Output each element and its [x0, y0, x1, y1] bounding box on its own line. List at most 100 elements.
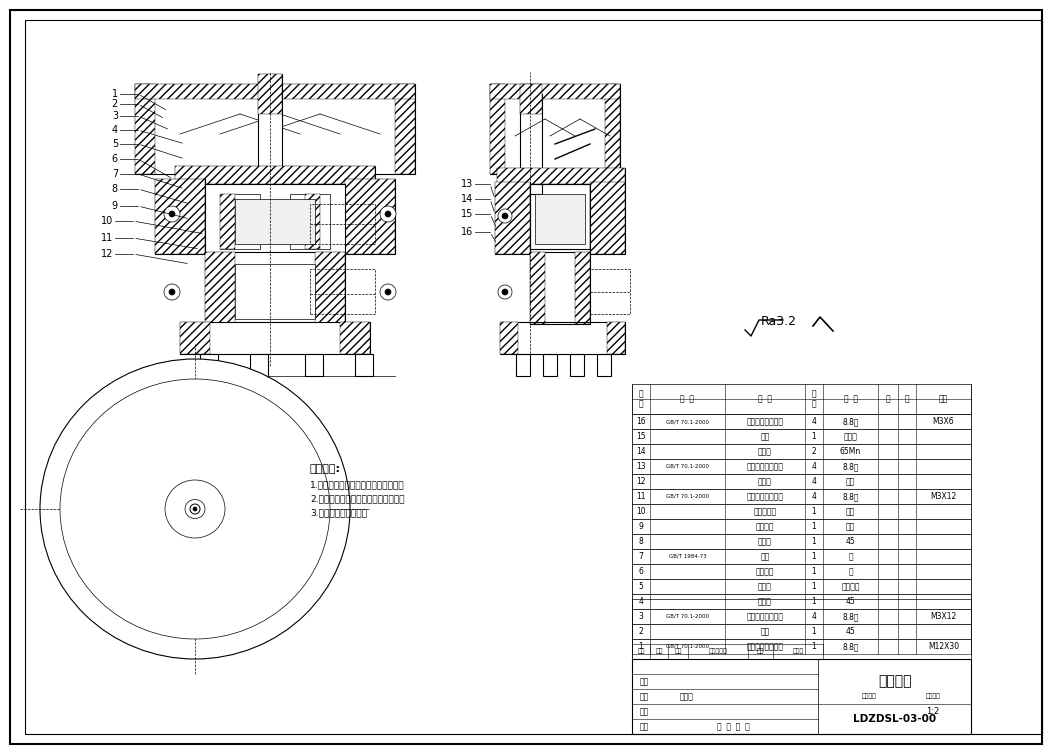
Circle shape [498, 209, 512, 223]
Circle shape [169, 211, 175, 217]
Bar [590, 182, 625, 254]
Circle shape [380, 284, 396, 300]
Circle shape [502, 213, 508, 219]
Circle shape [169, 289, 175, 295]
Text: 分区: 分区 [674, 648, 682, 654]
Bar [570, 354, 584, 376]
Bar [258, 74, 282, 114]
Circle shape [190, 504, 200, 514]
Bar [205, 184, 345, 254]
Bar [596, 354, 611, 376]
Text: 4: 4 [639, 597, 644, 606]
Text: 纯铁: 纯铁 [846, 507, 855, 516]
Text: GB/T 70.1-2000: GB/T 70.1-2000 [666, 614, 709, 619]
Text: 8.8级: 8.8级 [843, 642, 858, 651]
Text: 审核: 审核 [640, 707, 649, 716]
Bar [135, 84, 414, 99]
Text: 45: 45 [846, 627, 855, 636]
Bar [520, 94, 542, 194]
Text: 7: 7 [112, 169, 118, 179]
Bar [495, 182, 530, 254]
Text: 13: 13 [636, 462, 646, 471]
Bar [632, 609, 971, 624]
Text: 8.8级: 8.8级 [843, 492, 858, 501]
Ellipse shape [60, 379, 330, 639]
Circle shape [498, 285, 512, 299]
Text: 隔磁环: 隔磁环 [758, 582, 772, 591]
Bar [575, 252, 590, 324]
Text: 12: 12 [636, 477, 646, 486]
Bar [530, 184, 590, 249]
Text: 内六角圆柱头螺钉: 内六角圆柱头螺钉 [747, 642, 784, 651]
Bar [175, 166, 375, 184]
Circle shape [164, 206, 180, 222]
Text: 圆台: 圆台 [761, 627, 770, 636]
Text: 8.8级: 8.8级 [843, 612, 858, 621]
Text: 振动装置: 振动装置 [878, 675, 911, 688]
Text: 1: 1 [812, 507, 816, 516]
Text: 10: 10 [101, 216, 113, 226]
Bar [175, 166, 375, 184]
Text: 8: 8 [112, 184, 118, 194]
Bar [607, 322, 625, 354]
Circle shape [502, 289, 508, 295]
Text: 5: 5 [112, 139, 118, 149]
Text: 4: 4 [811, 477, 816, 486]
Text: 电磁铁芯: 电磁铁芯 [755, 522, 774, 531]
Text: 16: 16 [636, 417, 646, 426]
Text: M3X6: M3X6 [933, 417, 954, 426]
Text: 14: 14 [636, 447, 646, 456]
Text: 16: 16 [461, 227, 473, 237]
Bar [235, 199, 315, 244]
Text: 1: 1 [812, 537, 816, 546]
Bar [155, 179, 205, 254]
Text: 技术要求:: 技术要求: [310, 464, 341, 474]
Text: 45: 45 [846, 537, 855, 546]
Bar [500, 322, 625, 354]
Bar [632, 489, 971, 504]
Bar [205, 252, 235, 324]
Text: 铁: 铁 [848, 567, 853, 576]
Bar [632, 579, 971, 594]
Text: 6: 6 [112, 154, 118, 164]
Text: 签名: 签名 [756, 648, 764, 654]
Bar [495, 182, 530, 254]
Text: 1: 1 [812, 567, 816, 576]
Bar [632, 564, 971, 579]
Bar [497, 168, 625, 184]
Bar [220, 194, 235, 249]
Text: 年月日: 年月日 [792, 648, 804, 654]
Text: 内六角圆柱头螺钉: 内六角圆柱头螺钉 [747, 492, 784, 501]
Text: 5: 5 [639, 582, 644, 591]
Text: 1: 1 [812, 522, 816, 531]
Text: 1: 1 [812, 432, 816, 441]
Text: 4: 4 [811, 612, 816, 621]
Bar [180, 322, 210, 354]
Bar [135, 84, 155, 174]
Bar [590, 182, 625, 254]
Bar [632, 639, 971, 654]
Text: 标记: 标记 [638, 648, 645, 654]
Text: M12X30: M12X30 [928, 642, 959, 651]
Text: 阶段标记: 阶段标记 [862, 694, 876, 699]
Text: 橡胶座: 橡胶座 [758, 477, 772, 486]
Text: Ra3.2: Ra3.2 [761, 315, 797, 328]
Text: 2: 2 [639, 627, 644, 636]
Bar [135, 84, 414, 174]
Text: 内六角圆柱头螺钉: 内六角圆柱头螺钉 [747, 462, 784, 471]
Circle shape [164, 284, 180, 300]
Text: GB/T 70.1-2000: GB/T 70.1-2000 [666, 644, 709, 649]
Text: 固定铁块: 固定铁块 [755, 567, 774, 576]
Bar [258, 74, 282, 194]
Bar [520, 84, 542, 114]
Bar [530, 252, 545, 324]
Bar [632, 594, 971, 609]
Text: 橡胶: 橡胶 [846, 477, 855, 486]
Text: 代  号: 代 号 [681, 394, 694, 403]
Bar [235, 264, 315, 319]
Text: 7: 7 [639, 552, 644, 561]
Text: M3X12: M3X12 [930, 612, 956, 621]
Text: 6: 6 [639, 567, 644, 576]
Bar [590, 269, 630, 314]
Text: 材  料: 材 料 [844, 394, 857, 403]
